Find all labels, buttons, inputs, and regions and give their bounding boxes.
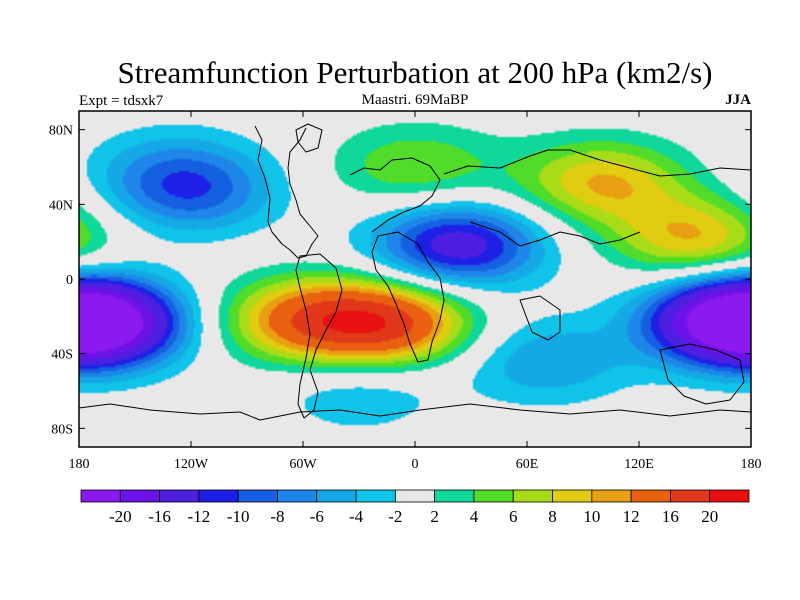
colorbar-label: 10	[583, 507, 600, 526]
coast-greenland	[295, 123, 323, 153]
x-tick-label: 0	[412, 457, 419, 472]
colorbar-label: 8	[548, 507, 557, 526]
colorbar-label: 2	[430, 507, 439, 526]
y-ticks: 80N 40N 0 40S 80S	[49, 124, 751, 437]
coast-eurasia	[443, 149, 751, 177]
colorbar-label: 16	[662, 507, 679, 526]
colorbar-label: -12	[188, 507, 211, 526]
coast-asia-south	[469, 221, 641, 247]
period-label: Maastri. 69MaBP	[362, 92, 469, 108]
colorbar-box	[119, 489, 160, 503]
colorbar-box	[630, 489, 671, 503]
colorbar-box	[591, 489, 632, 503]
colorbar-box	[277, 489, 318, 503]
season-label: JJA	[725, 92, 751, 108]
colorbar-box	[670, 489, 711, 503]
colorbar-label: -4	[349, 507, 364, 526]
colorbar-label: -16	[148, 507, 171, 526]
y-tick-label: 40S	[51, 348, 73, 363]
x-tick-label: 60W	[289, 457, 317, 472]
colorbar-label: -2	[388, 507, 402, 526]
x-tick-label: 120W	[174, 457, 209, 472]
colorbar-label: -20	[109, 507, 132, 526]
y-tick-label: 80N	[49, 124, 73, 139]
plot-area: 180 120W 60W 0 60E 120E 180 80N 40N 0 40S 80S	[49, 110, 762, 472]
colorbar-label: -10	[227, 507, 250, 526]
coast-australia	[659, 343, 745, 405]
coast-africa	[371, 231, 445, 363]
coast-europe	[349, 157, 441, 233]
x-tick-label: 180	[741, 457, 762, 472]
x-tick-label: 180	[69, 457, 90, 472]
streamfunction-field	[79, 111, 751, 447]
coastlines	[79, 123, 751, 421]
colorbar-label: 20	[701, 507, 718, 526]
colorbar-box	[434, 489, 475, 503]
colorbar-box	[159, 489, 200, 503]
colorbar-box	[473, 489, 514, 503]
colorbar-label: -8	[270, 507, 284, 526]
colorbar-box	[512, 489, 553, 503]
y-tick-label: 0	[66, 273, 73, 288]
colorbar-box	[237, 489, 278, 503]
y-tick-label: 40N	[49, 198, 73, 213]
x-tick-label: 120E	[624, 457, 654, 472]
x-tick-label: 60E	[516, 457, 539, 472]
colorbar-box	[394, 489, 436, 503]
colorbar: -20 -16 -12 -10 -8 -6 -4 -2 2 4 6 8 10 12 16 20	[80, 489, 750, 526]
chart-title: Streamfunction Perturbation at 200 hPa (…	[118, 55, 713, 90]
colorbar-box	[355, 489, 396, 503]
colorbar-box	[709, 489, 750, 503]
experiment-label: Expt = tdsxk7	[79, 93, 164, 109]
coast-antarctica	[79, 403, 751, 421]
colorbar-box	[198, 489, 239, 503]
colorbar-label: 12	[623, 507, 640, 526]
colorbar-label: 4	[470, 507, 479, 526]
colorbar-box	[80, 489, 121, 503]
colorbar-box	[552, 489, 593, 503]
x-ticks: 180 120W 60W 0 60E 120E 180	[69, 111, 762, 472]
colorbar-box	[316, 489, 357, 503]
coast-north-america	[254, 125, 319, 259]
coast-india	[519, 295, 561, 341]
colorbar-label: -6	[310, 507, 324, 526]
coast-south-america	[295, 253, 343, 419]
y-tick-label: 80S	[51, 422, 73, 437]
colorbar-label: 6	[509, 507, 518, 526]
